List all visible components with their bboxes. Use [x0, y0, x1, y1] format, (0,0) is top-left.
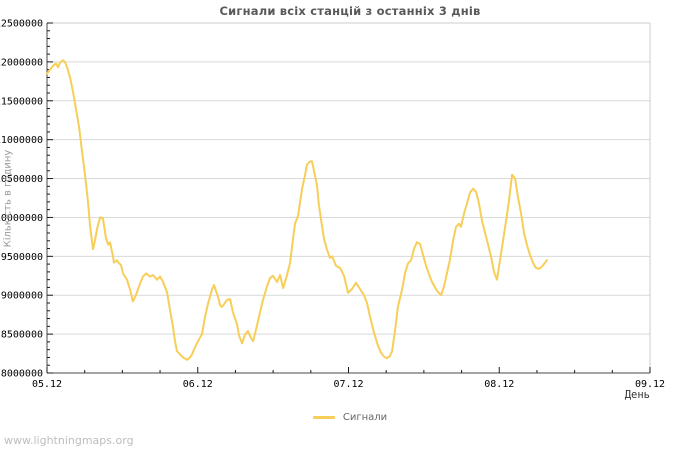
y-tick-label: 12500000: [0, 19, 43, 30]
y-tick-label: 8500000: [1, 330, 43, 341]
x-tick-label: 09.12: [635, 379, 665, 390]
x-tick-label: 07.12: [333, 379, 363, 390]
x-tick-label: 05.12: [32, 379, 62, 390]
x-axis-label: День: [624, 389, 650, 401]
y-tick-label: 8000000: [1, 369, 43, 380]
y-tick-label: 12000000: [0, 57, 43, 68]
y-axis-label: Кількість в годину: [2, 149, 14, 248]
legend: Сигнали: [0, 412, 700, 423]
y-tick-label: 10000000: [0, 213, 43, 224]
series-line-Сигнали: [46, 59, 548, 361]
chart-title: Сигнали всіх станцій з останніх 3 днів: [219, 4, 481, 18]
y-tick-label: 9500000: [1, 252, 43, 263]
y-tick-label: 11500000: [0, 96, 43, 107]
x-tick-label: 08.12: [484, 379, 514, 390]
watermark-link[interactable]: www.lightningmaps.org: [4, 434, 134, 447]
y-tick-label: 10500000: [0, 174, 43, 185]
x-tick-label: 06.12: [183, 379, 213, 390]
legend-label: Сигнали: [342, 412, 388, 423]
y-tick-label: 9000000: [1, 291, 43, 302]
legend-line-swatch: [312, 416, 335, 419]
y-tick-label: 11000000: [0, 135, 43, 146]
